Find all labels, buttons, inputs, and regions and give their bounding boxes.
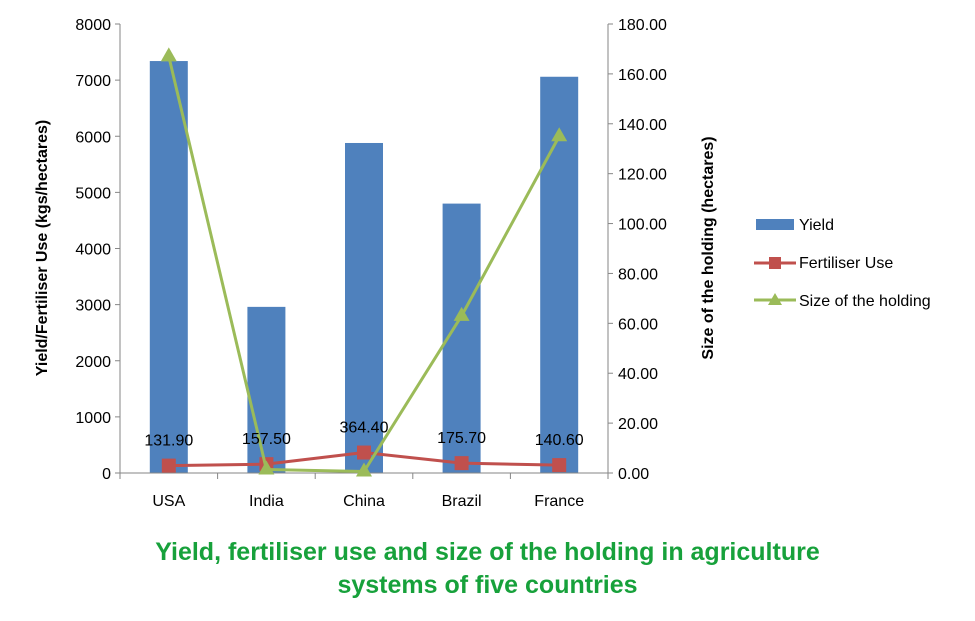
y2-tick-label: 80.00 [618, 266, 658, 283]
chart-title-line-2: systems of five countries [337, 571, 638, 599]
data-label-fertiliser: 157.50 [242, 431, 291, 448]
data-labels: 131.90 157.50 364.40 175.70 140.60 [144, 420, 583, 450]
marker-holding [453, 306, 470, 321]
legend-swatch-yield [756, 219, 794, 230]
y-tick-label: 7000 [75, 73, 111, 90]
marker-holding [258, 460, 275, 475]
y2-tick-label: 60.00 [618, 316, 658, 333]
tick-labels: 0 1000 2000 3000 4000 5000 6000 7000 8000 0.00 20.… [75, 17, 667, 510]
y-tick-label: 5000 [75, 185, 111, 202]
legend: Yield Fertiliser Use Size of the holding [754, 217, 931, 310]
y2-tick-label: 120.00 [618, 167, 667, 184]
x-tick-label: Brazil [442, 493, 482, 510]
bar-yield [345, 142, 383, 474]
marker-fertiliser [454, 456, 469, 471]
x-tick-label: France [534, 493, 584, 510]
x-tick-label: India [249, 493, 284, 510]
bar-yield [149, 61, 188, 473]
y2-tick-label: 0.00 [618, 466, 649, 483]
y2-tick-label: 160.00 [618, 67, 667, 84]
y2-tick-label: 40.00 [618, 366, 658, 383]
y2-tick-label: 100.00 [618, 217, 667, 234]
chart-title: Yield, fertiliser use and size of the ho… [0, 536, 975, 602]
bar-yield [247, 306, 286, 473]
y2-tick-label: 20.00 [618, 416, 658, 433]
y-tick-label: 0 [102, 466, 111, 483]
y-tick-label: 3000 [75, 298, 111, 315]
marker-fertiliser [552, 458, 567, 473]
marker-holding [356, 462, 372, 477]
y-axis-title: Yield/Fertiliser Use (kgs/hectares) [34, 120, 51, 376]
data-label-fertiliser: 140.60 [535, 432, 584, 449]
data-label-fertiliser: 131.90 [144, 433, 193, 450]
y-tick-label: 6000 [75, 129, 111, 146]
y-tick-label: 2000 [75, 354, 111, 371]
legend-label-yield: Yield [799, 217, 834, 234]
chart-title-line-1: Yield, fertiliser use and size of the ho… [155, 538, 820, 566]
data-label-fertiliser: 175.70 [437, 430, 486, 447]
yield-bars [149, 61, 579, 474]
marker-fertiliser [357, 445, 371, 460]
legend-marker-fertiliser [769, 257, 781, 269]
bar-yield [540, 76, 579, 473]
x-tick-label: China [343, 493, 385, 510]
y2-tick-label: 180.00 [618, 17, 667, 34]
legend-marker-holding [768, 293, 782, 305]
marker-holding [160, 47, 177, 62]
y-tick-label: 8000 [75, 17, 111, 34]
legend-label-holding: Size of the holding [799, 293, 931, 310]
y2-tick-label: 140.00 [618, 117, 667, 134]
legend-label-fertiliser: Fertiliser Use [799, 255, 893, 272]
marker-fertiliser [161, 458, 176, 473]
line-series [160, 47, 568, 477]
y2-axis-title: Size of the holding (hectares) [700, 136, 717, 359]
x-tick-label: USA [152, 493, 185, 510]
y-tick-label: 1000 [75, 410, 111, 427]
data-label-fertiliser: 364.40 [340, 420, 389, 437]
marker-holding [551, 127, 568, 142]
y-tick-label: 4000 [75, 242, 111, 259]
chart: 131.90 157.50 364.40 175.70 140.60 0 1000 2000… [34, 17, 931, 510]
